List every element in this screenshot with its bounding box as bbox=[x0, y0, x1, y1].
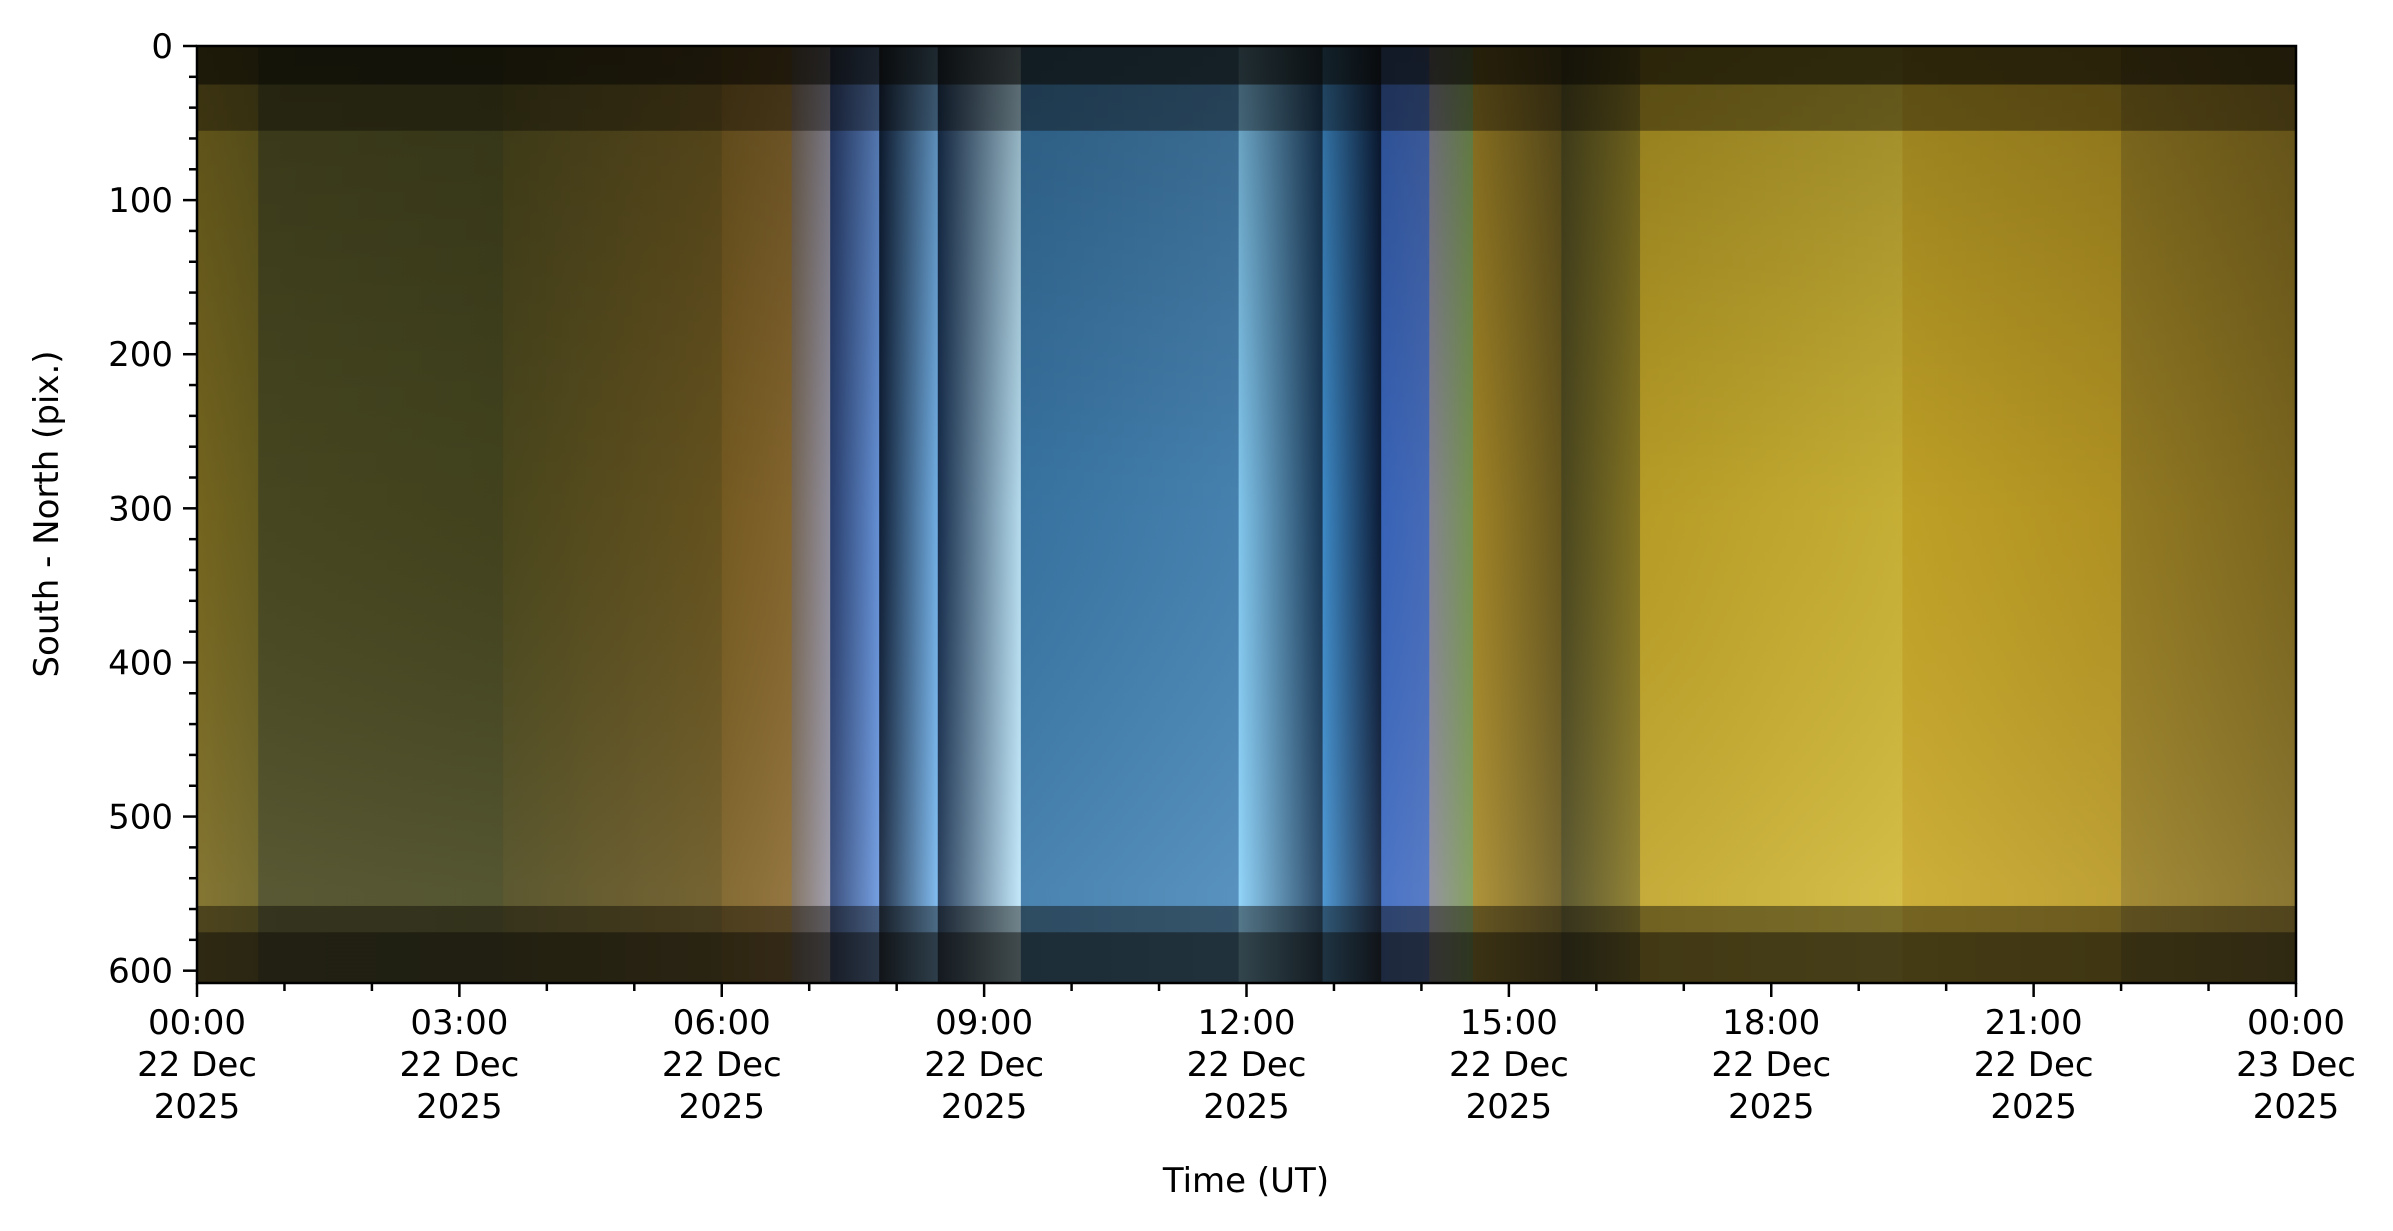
y-tick-label: 300 bbox=[108, 489, 173, 529]
x-tick-label: 06:00 22 Dec 2025 bbox=[662, 1003, 782, 1127]
y-tick-label: 0 bbox=[151, 27, 173, 67]
y-tick-label: 200 bbox=[108, 335, 173, 375]
y-tick-label: 500 bbox=[108, 798, 173, 838]
y-tick-label: 400 bbox=[108, 643, 173, 683]
x-tick-label: 00:00 23 Dec 2025 bbox=[2236, 1003, 2356, 1127]
y-axis: 0 100 200 300 400 500 600 bbox=[108, 27, 197, 992]
x-tick-label: 12:00 22 Dec 2025 bbox=[1187, 1003, 1307, 1127]
keogram-shading bbox=[197, 46, 2296, 983]
x-tick-label: 18:00 22 Dec 2025 bbox=[1711, 1003, 1831, 1127]
x-tick-label: 03:00 22 Dec 2025 bbox=[399, 1003, 519, 1127]
horizontal-dark-band bbox=[197, 905, 2296, 933]
x-tick-label: 21:00 22 Dec 2025 bbox=[1974, 1003, 2094, 1127]
x-tick-label: 09:00 22 Dec 2025 bbox=[924, 1003, 1044, 1127]
horizontal-dark-band bbox=[197, 46, 2296, 85]
x-tick-label: 00:00 22 Dec 2025 bbox=[137, 1003, 257, 1127]
horizontal-dark-band bbox=[197, 84, 2296, 131]
keogram-horizontal-bands bbox=[197, 46, 2296, 983]
y-tick-label: 600 bbox=[108, 952, 173, 992]
horizontal-dark-band bbox=[197, 932, 2296, 983]
y-axis-label: South - North (pix.) bbox=[27, 350, 67, 677]
x-axis-label: Time (UT) bbox=[1162, 1161, 1329, 1201]
keogram-image bbox=[197, 46, 2297, 983]
x-tick-label: 15:00 22 Dec 2025 bbox=[1449, 1003, 1569, 1127]
x-axis: 00:00 22 Dec 2025 03:00 22 Dec 2025 06:00 22 De… bbox=[137, 983, 2356, 1127]
y-tick-label: 100 bbox=[108, 181, 173, 221]
